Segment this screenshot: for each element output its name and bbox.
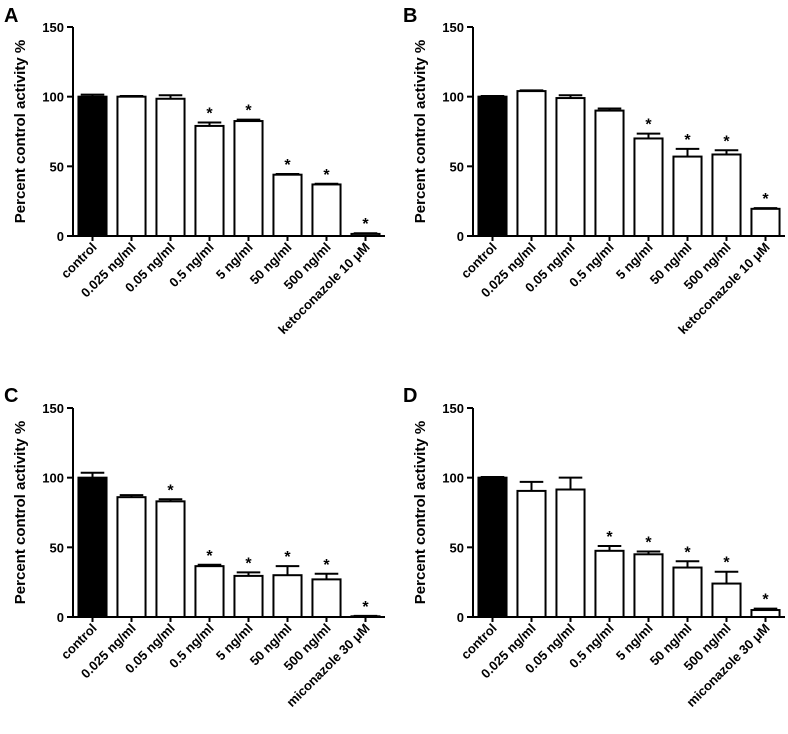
- y-tick-label: 150: [442, 401, 464, 416]
- bar-8: [350, 615, 381, 619]
- panel-letter: C: [4, 385, 18, 407]
- bar-7: [311, 183, 342, 238]
- bar-7: [711, 582, 742, 618]
- y-tick-label: 150: [442, 20, 464, 35]
- significance-marker: *: [606, 529, 613, 546]
- bar-7: [311, 578, 342, 619]
- significance-marker: *: [323, 167, 330, 184]
- y-tick-label: 50: [50, 159, 64, 174]
- bar-5: [633, 137, 664, 237]
- significance-marker: *: [206, 105, 213, 122]
- y-axis-label: Percent control activity %: [12, 421, 29, 604]
- significance-marker: *: [362, 599, 369, 616]
- y-axis-label: Percent control activity %: [412, 421, 429, 604]
- bar-6: [672, 155, 703, 237]
- bar-5: [633, 553, 664, 618]
- significance-marker: *: [167, 482, 174, 499]
- bar-3: [555, 488, 586, 619]
- bar-4: [594, 549, 625, 618]
- bar-8: [350, 232, 381, 238]
- y-axis-label: Percent control activity %: [412, 40, 429, 223]
- bar-4: [194, 124, 225, 237]
- significance-marker: *: [323, 557, 330, 574]
- panel-letter: B: [403, 5, 417, 27]
- y-tick-label: 150: [42, 20, 64, 35]
- bar-2: [516, 489, 547, 618]
- bar-6: [272, 574, 303, 619]
- significance-marker: *: [206, 548, 213, 565]
- bar-3: [155, 500, 186, 618]
- significance-marker: *: [684, 544, 691, 561]
- significance-marker: *: [245, 555, 252, 572]
- significance-marker: *: [723, 555, 730, 572]
- significance-marker: *: [762, 191, 769, 208]
- y-tick-label: 50: [450, 540, 464, 555]
- y-tick-label: 0: [457, 229, 464, 244]
- bar-1: [77, 476, 108, 618]
- bar-2: [516, 90, 547, 237]
- bar-8: [750, 207, 781, 238]
- panel-letter: D: [403, 385, 417, 407]
- bar-8: [750, 609, 781, 618]
- y-tick-label: 100: [442, 90, 464, 105]
- y-axis-label: Percent control activity %: [12, 40, 29, 223]
- y-tick-label: 50: [450, 159, 464, 174]
- bar-7: [711, 153, 742, 238]
- bar-6: [272, 173, 303, 237]
- significance-marker: *: [645, 535, 652, 552]
- significance-marker: *: [762, 592, 769, 609]
- significance-marker: *: [284, 157, 291, 174]
- significance-marker: *: [245, 103, 252, 120]
- bar-2: [116, 496, 147, 619]
- significance-marker: *: [284, 549, 291, 566]
- bar-2: [116, 95, 147, 237]
- bar-6: [672, 566, 703, 619]
- bar-5: [233, 120, 264, 237]
- bar-5: [233, 574, 264, 618]
- bar-4: [194, 565, 225, 618]
- y-tick-label: 0: [457, 610, 464, 625]
- bar-1: [477, 476, 508, 618]
- bar-1: [77, 95, 108, 237]
- y-tick-label: 100: [42, 90, 64, 105]
- panel-letter: A: [4, 5, 18, 27]
- significance-marker: *: [645, 117, 652, 134]
- y-tick-label: 50: [50, 540, 64, 555]
- bar-3: [555, 97, 586, 237]
- y-tick-label: 100: [42, 471, 64, 486]
- significance-marker: *: [684, 132, 691, 149]
- y-tick-label: 0: [57, 610, 64, 625]
- bar-1: [477, 95, 508, 237]
- significance-marker: *: [362, 216, 369, 233]
- y-tick-label: 0: [57, 229, 64, 244]
- significance-marker: *: [723, 133, 730, 150]
- bar-3: [155, 97, 186, 237]
- y-tick-label: 150: [42, 401, 64, 416]
- y-tick-label: 100: [442, 471, 464, 486]
- bar-4: [594, 109, 625, 237]
